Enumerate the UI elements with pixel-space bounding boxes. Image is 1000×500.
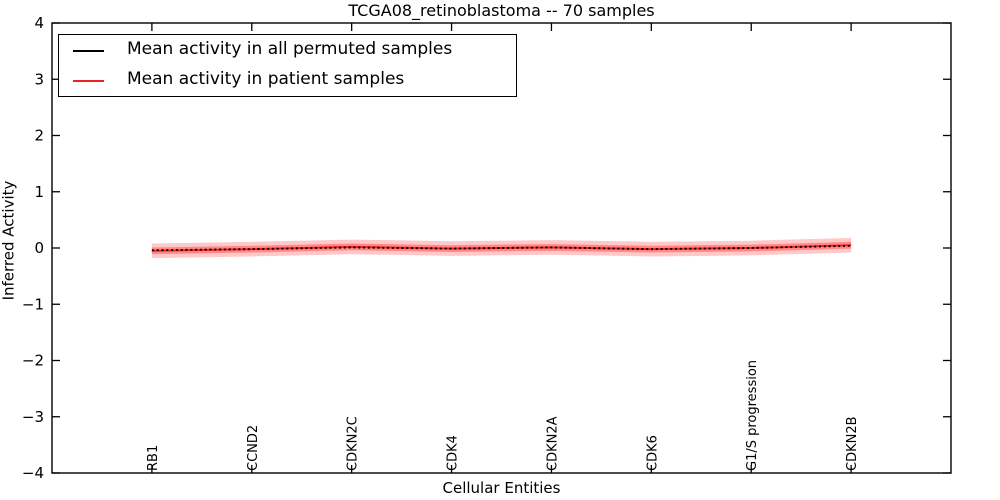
x-tick-label: CDKN2B xyxy=(845,416,860,471)
legend-item-patient: Mean activity in patient samples xyxy=(59,66,516,96)
legend: Mean activity in all permuted samples Me… xyxy=(58,34,517,97)
legend-line-patient-icon xyxy=(73,79,104,82)
legend-label-patient: Mean activity in patient samples xyxy=(127,69,405,89)
y-tick-label: 2 xyxy=(34,127,44,145)
x-tick-label: G1/S progression xyxy=(745,360,760,471)
y-tick-label: 4 xyxy=(34,14,44,32)
legend-item-permuted: Mean activity in all permuted samples xyxy=(59,36,516,66)
x-axis-label: Cellular Entities xyxy=(442,479,561,497)
x-tick-label: CDK6 xyxy=(645,435,660,471)
y-tick-label: −1 xyxy=(22,295,44,313)
y-tick-label: −4 xyxy=(22,464,44,482)
y-tick-label: −2 xyxy=(22,352,44,370)
chart-title: TCGA08_retinoblastoma -- 70 samples xyxy=(348,1,655,20)
y-tick-label: −3 xyxy=(22,408,44,426)
y-tick-label: 0 xyxy=(34,239,44,257)
y-tick-label: 3 xyxy=(34,70,44,88)
x-tick-label: CDK4 xyxy=(446,435,461,471)
x-tick-label: CDKN2A xyxy=(545,416,560,471)
legend-line-permuted-icon xyxy=(73,49,104,52)
x-tick-label: RB1 xyxy=(146,445,161,471)
y-tick-label: 1 xyxy=(34,183,44,201)
x-tick-label: CDKN2C xyxy=(346,416,361,471)
legend-label-permuted: Mean activity in all permuted samples xyxy=(127,39,453,59)
x-tick-label: CCND2 xyxy=(246,425,261,471)
permuted-mean-line xyxy=(151,244,852,252)
